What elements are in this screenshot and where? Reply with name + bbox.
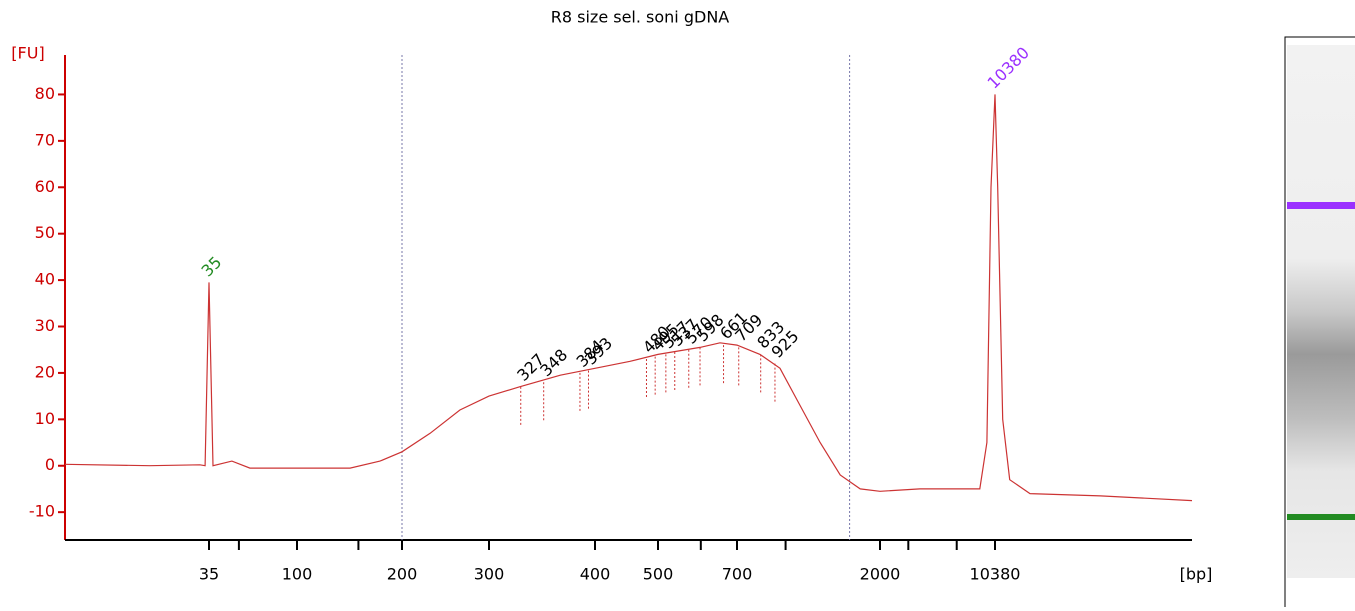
lane-smear xyxy=(1287,45,1355,578)
y-axis-label: [FU] xyxy=(11,44,44,63)
x-axis-label: [bp] xyxy=(1180,565,1213,584)
marker-label: 10380 xyxy=(984,43,1033,92)
y-tick-label: 80 xyxy=(35,84,55,103)
x-tick-label: 100 xyxy=(282,565,313,584)
gel-lane xyxy=(1284,36,1355,611)
x-tick-label: 35 xyxy=(199,565,219,584)
y-tick-label: 20 xyxy=(35,362,55,381)
marker-label: 35 xyxy=(198,253,226,281)
x-tick-label: 200 xyxy=(387,565,418,584)
x-tick-label: 700 xyxy=(722,565,753,584)
x-tick-label: 10380 xyxy=(970,565,1021,584)
y-tick-label: 50 xyxy=(35,223,55,242)
y-tick-label: 0 xyxy=(45,455,55,474)
chart-title: R8 size sel. soni gDNA xyxy=(551,8,730,27)
x-tick-label: 2000 xyxy=(860,565,901,584)
y-tick-label: 40 xyxy=(35,270,55,289)
y-tick-label: 10 xyxy=(35,409,55,428)
y-tick-label: -10 xyxy=(29,502,55,521)
y-tick-label: 60 xyxy=(35,177,55,196)
peak-label: 348 xyxy=(536,345,571,380)
y-tick-label: 30 xyxy=(35,316,55,335)
trace xyxy=(64,94,1193,502)
lower-marker-band xyxy=(1287,514,1355,520)
x-tick-label: 500 xyxy=(643,565,674,584)
y-tick-label: 70 xyxy=(35,130,55,149)
upper-marker-band xyxy=(1287,202,1355,209)
x-tick-label: 300 xyxy=(474,565,505,584)
x-tick-label: 400 xyxy=(580,565,611,584)
